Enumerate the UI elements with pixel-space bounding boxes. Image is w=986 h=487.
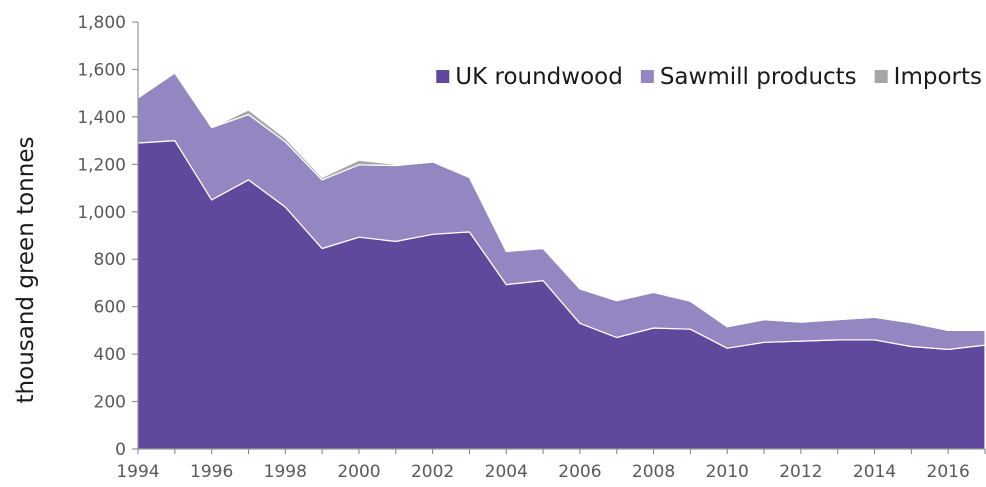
- legend-swatch-sawmill-products: [640, 70, 654, 83]
- x-tick-label: 1994: [116, 462, 159, 482]
- legend: UK roundwood Sawmill products Imports: [436, 64, 982, 90]
- y-tick-label: 1,400: [77, 108, 126, 128]
- y-axis-label: thousand green tonnes: [13, 137, 39, 404]
- legend-swatch-uk-roundwood: [436, 70, 450, 83]
- legend-swatch-imports: [874, 70, 888, 83]
- x-tick-label: 2016: [927, 462, 970, 482]
- y-tick-labels: 0 200 400 600 800 1,000 1,200 1,400 1,600 1,800: [77, 13, 126, 460]
- legend-label-imports: Imports: [894, 64, 982, 90]
- area-imports: [137, 72, 986, 331]
- y-tick-label: 1,800: [77, 13, 126, 33]
- y-tick-label: 1,600: [77, 60, 126, 80]
- x-tick-label: 1996: [190, 462, 233, 482]
- x-tick-label: 2012: [779, 462, 822, 482]
- y-tick-label: 0: [115, 440, 126, 460]
- y-tick-label: 1,200: [77, 155, 126, 175]
- x-tick-label: 2010: [706, 462, 749, 482]
- y-tick-label: 600: [94, 298, 126, 318]
- x-tick-label: 2002: [411, 462, 454, 482]
- x-tick-label: 2014: [853, 462, 896, 482]
- legend-label-sawmill-products: Sawmill products: [660, 64, 857, 90]
- y-tick-label: 200: [94, 393, 126, 413]
- legend-label-uk-roundwood: UK roundwood: [455, 64, 623, 90]
- area-series-group: [137, 72, 986, 450]
- y-tick-label: 800: [94, 250, 126, 270]
- axes-group: [132, 21, 986, 454]
- x-tick-label: 2004: [485, 462, 528, 482]
- y-tick-label: 1,000: [77, 203, 126, 223]
- x-tick-label: 2000: [337, 462, 380, 482]
- x-tick-labels: 1994 1996 1998 2000 2002 2004 2006 2008 2010 2012…: [116, 462, 969, 482]
- x-tick-label: 1998: [264, 462, 307, 482]
- x-tick-label: 2008: [632, 462, 675, 482]
- y-tick-label: 400: [94, 345, 126, 365]
- x-tick-label: 2006: [558, 462, 601, 482]
